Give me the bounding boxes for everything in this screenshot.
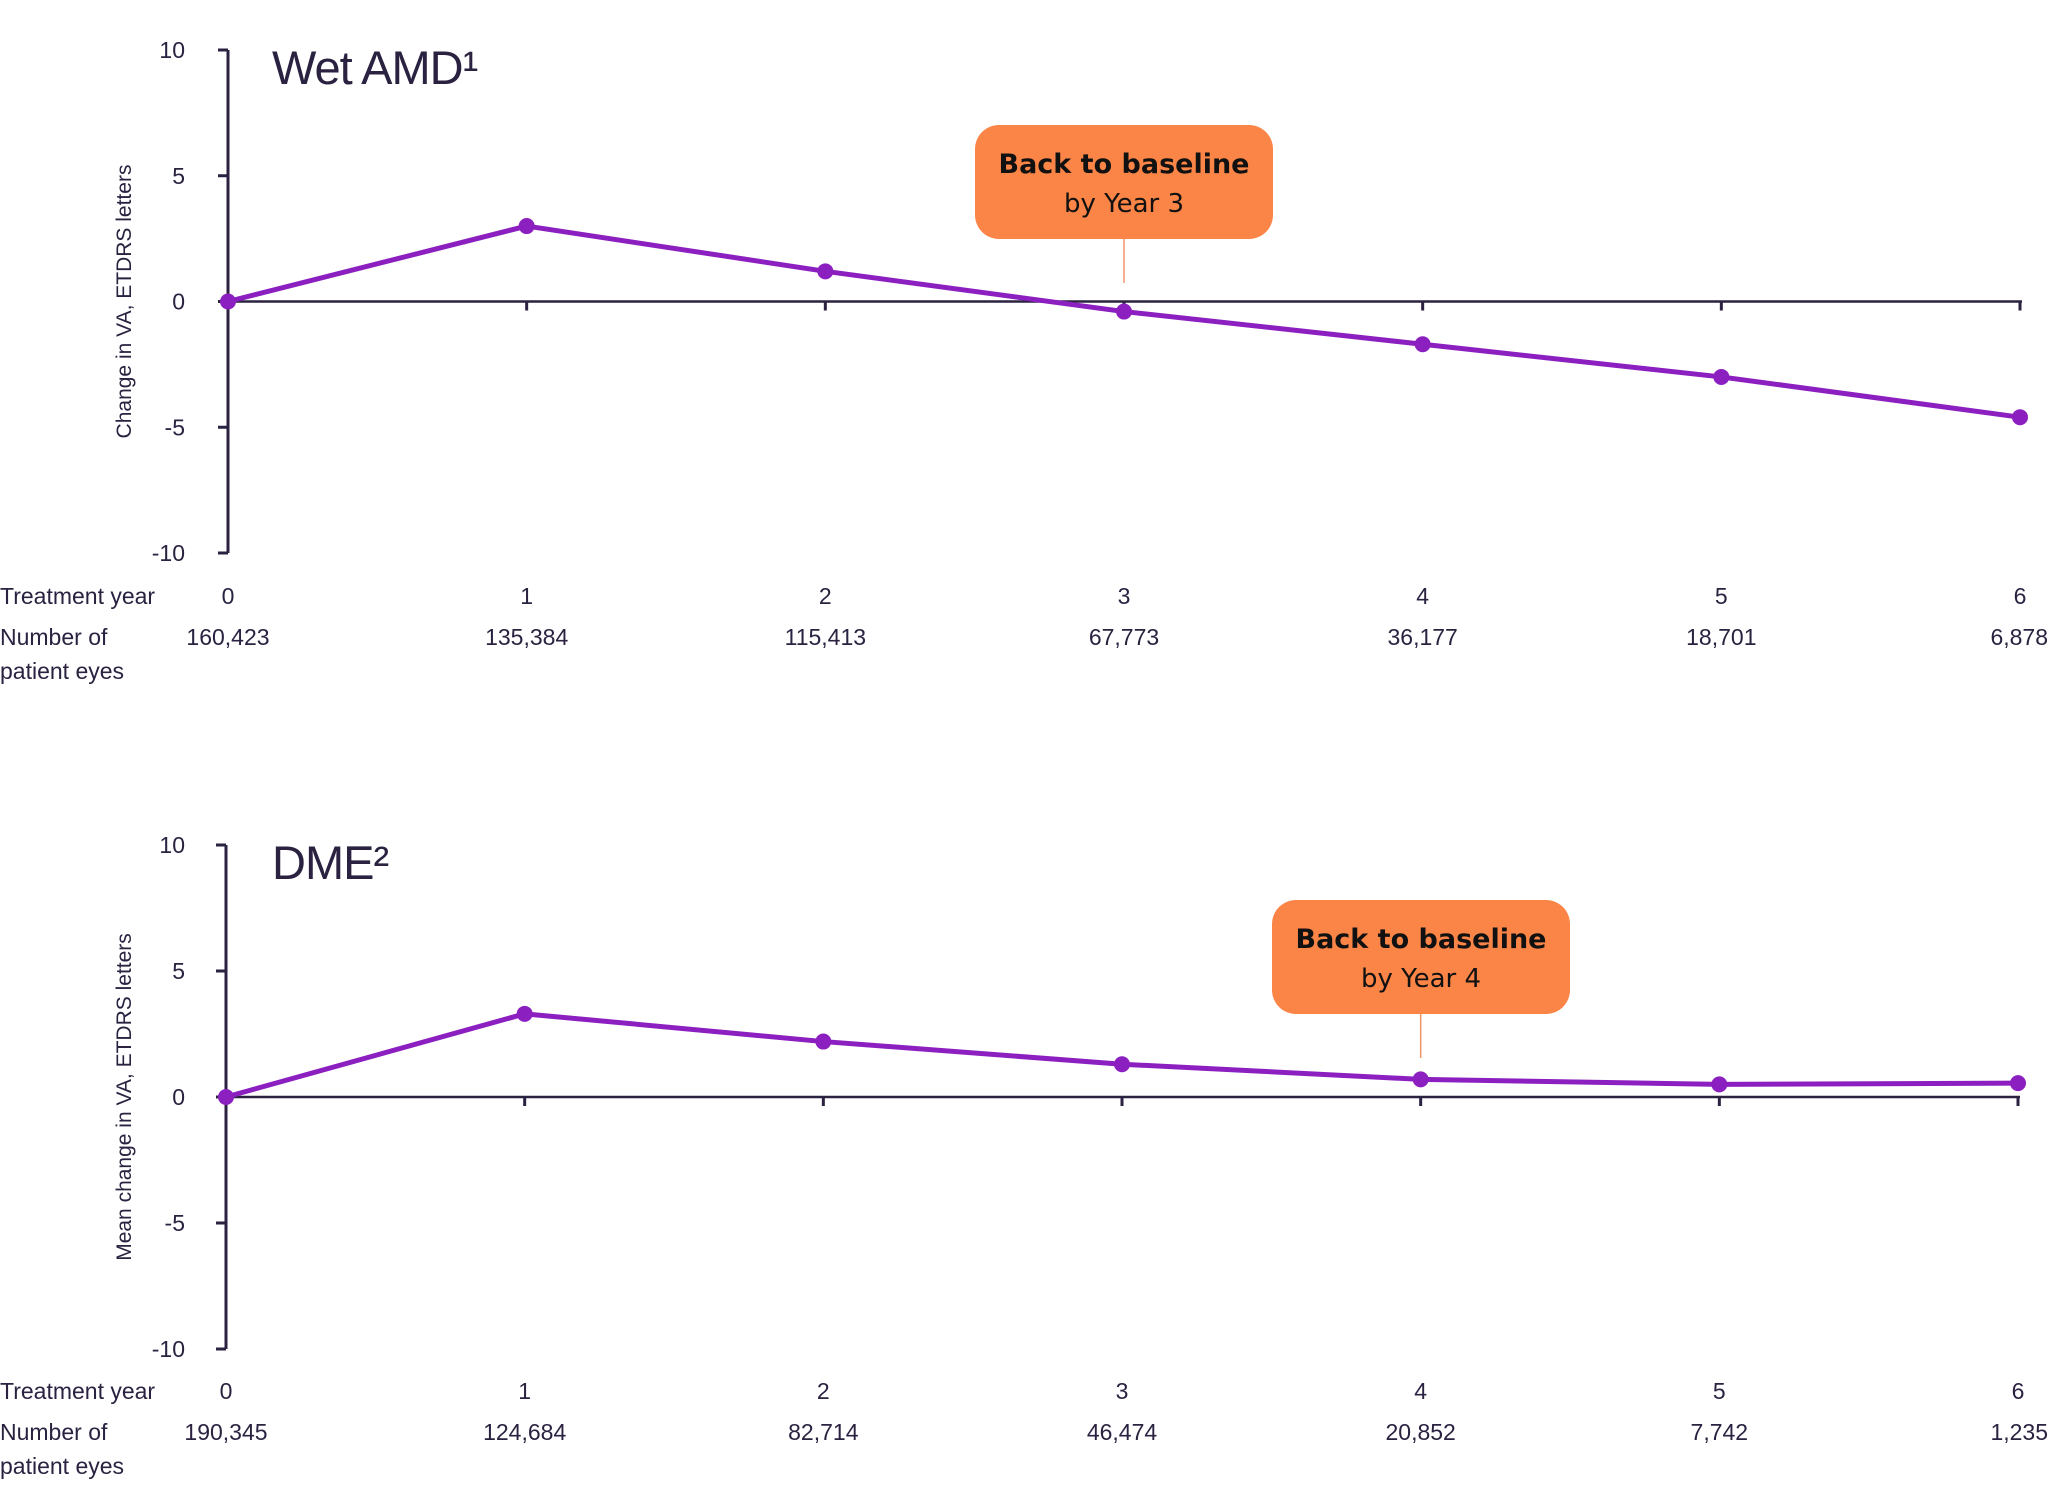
y-tick-label: -5 bbox=[165, 1210, 185, 1236]
x-tick-label: 5 bbox=[1713, 1378, 1726, 1404]
data-point bbox=[518, 218, 535, 235]
data-point bbox=[218, 1089, 234, 1105]
x-tick-label: 1 bbox=[518, 1378, 531, 1404]
patient-eyes-count: 115,413 bbox=[785, 624, 866, 650]
data-point bbox=[1711, 1076, 1728, 1093]
patient-eyes-count: 190,345 bbox=[184, 1419, 267, 1445]
patient-eyes-count: 135,384 bbox=[485, 624, 568, 650]
patient-eyes-count: 36,177 bbox=[1387, 624, 1457, 650]
x-tick-label: 6 bbox=[2014, 583, 2027, 609]
y-tick-label: 5 bbox=[172, 958, 185, 984]
data-point bbox=[1713, 368, 1730, 385]
patient-eyes-label-line2: patient eyes bbox=[0, 1453, 124, 1479]
y-tick-label: 0 bbox=[172, 1084, 185, 1110]
callout-box bbox=[975, 125, 1273, 239]
data-point bbox=[1116, 303, 1132, 320]
x-tick-label: 0 bbox=[222, 583, 235, 609]
patient-eyes-count: 82,714 bbox=[788, 1419, 859, 1445]
callout-box bbox=[1272, 900, 1570, 1014]
data-point bbox=[2010, 1075, 2026, 1092]
y-tick-label: -10 bbox=[152, 1336, 185, 1362]
y-axis-label: Mean change in VA, ETDRS letters bbox=[113, 933, 136, 1261]
x-tick-label: 2 bbox=[819, 583, 832, 609]
y-tick-label: 10 bbox=[159, 37, 185, 63]
callout-text: by Year 4 bbox=[1361, 964, 1481, 994]
patient-eyes-count: 6,878 bbox=[1990, 624, 2048, 650]
x-tick-label: 3 bbox=[1116, 1378, 1129, 1404]
x-tick-label: 5 bbox=[1715, 583, 1728, 609]
data-point bbox=[516, 1005, 533, 1022]
patient-eyes-count: 1,235 bbox=[1990, 1419, 2048, 1445]
data-point bbox=[1412, 1071, 1429, 1088]
data-point bbox=[1114, 1056, 1130, 1073]
panel-title: Wet AMD¹ bbox=[272, 41, 478, 94]
patient-eyes-count: 46,474 bbox=[1087, 1419, 1158, 1445]
data-point bbox=[815, 1033, 832, 1050]
patient-eyes-label: Number of bbox=[0, 624, 108, 650]
data-point bbox=[817, 263, 834, 280]
x-tick-label: 6 bbox=[2012, 1378, 2025, 1404]
patient-eyes-count: 124,684 bbox=[483, 1419, 566, 1445]
patient-eyes-count: 20,852 bbox=[1385, 1419, 1455, 1445]
data-point bbox=[220, 293, 236, 310]
x-tick-label: 4 bbox=[1416, 583, 1429, 609]
data-point bbox=[1414, 336, 1431, 353]
callout-title: Back to baseline bbox=[999, 149, 1250, 180]
x-tick-label: 0 bbox=[220, 1378, 233, 1404]
patient-eyes-label-line2: patient eyes bbox=[0, 658, 124, 684]
callout-text: by Year 3 bbox=[1064, 189, 1184, 219]
x-tick-label: 2 bbox=[817, 1378, 830, 1404]
patient-eyes-label: Number of bbox=[0, 1419, 108, 1445]
y-tick-label: 10 bbox=[159, 832, 185, 858]
treatment-year-label: Treatment year bbox=[0, 1378, 155, 1404]
patient-eyes-count: 67,773 bbox=[1089, 624, 1159, 650]
treatment-year-label: Treatment year bbox=[0, 583, 155, 609]
x-tick-label: 1 bbox=[520, 583, 533, 609]
callout-title: Back to baseline bbox=[1296, 924, 1547, 955]
patient-eyes-count: 160,423 bbox=[186, 624, 269, 650]
x-tick-label: 3 bbox=[1118, 583, 1131, 609]
y-tick-label: 0 bbox=[172, 289, 185, 315]
x-tick-label: 4 bbox=[1414, 1378, 1427, 1404]
patient-eyes-count: 18,701 bbox=[1686, 624, 1756, 650]
series-line bbox=[223, 1011, 2021, 1100]
panel-title: DME² bbox=[272, 836, 388, 889]
y-tick-label: -5 bbox=[165, 414, 185, 440]
data-point bbox=[2012, 409, 2028, 426]
patient-eyes-count: 7,742 bbox=[1691, 1419, 1749, 1445]
y-tick-label: 5 bbox=[172, 163, 185, 189]
y-tick-label: -10 bbox=[152, 540, 185, 566]
y-axis-label: Change in VA, ETDRS letters bbox=[113, 165, 136, 439]
